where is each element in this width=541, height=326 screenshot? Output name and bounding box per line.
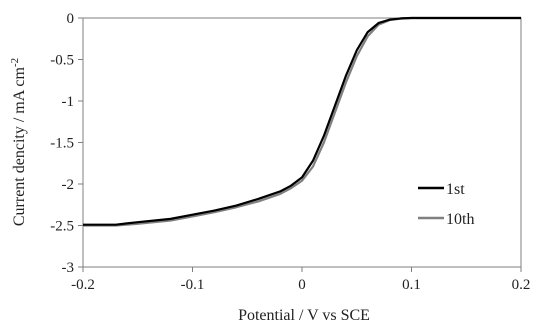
x-tick-label: -0.1 <box>181 277 205 293</box>
x-tick-label: 0.2 <box>512 277 531 293</box>
y-axis-title-superscript: -2 <box>9 58 21 67</box>
x-tick-label: 0 <box>298 277 306 293</box>
y-tick-label: -2 <box>62 177 75 193</box>
y-tick-label: -0.5 <box>50 53 74 69</box>
y-axis-title: Current dencity / mA cm-2 <box>9 58 28 226</box>
x-tick-label: -0.2 <box>71 277 95 293</box>
legend-label-1st: 1st <box>446 181 465 198</box>
y-axis-title-group: Current dencity / mA cm-2 <box>9 58 28 226</box>
y-tick-label: -1.5 <box>50 136 74 152</box>
x-axis-title: Potential / V vs SCE <box>238 307 370 324</box>
y-tick-label: -3 <box>62 260 75 276</box>
legend-label-10th: 10th <box>446 211 474 228</box>
y-axis-title-main: Current dencity / mA cm <box>11 66 28 226</box>
plot-frame <box>82 17 522 268</box>
y-tick-label: 0 <box>67 11 75 27</box>
y-tick-label: -2.5 <box>50 219 74 235</box>
series-line-1st <box>83 16 521 226</box>
x-tick-label: 0.1 <box>402 277 421 293</box>
plot-area: 0 -0.5 -1 -1.5 -2 -2.5 -3-0.2 -0.1 0 0.1 0.2 1st 10t… <box>50 11 530 293</box>
y-tick-label: -1 <box>62 94 75 110</box>
